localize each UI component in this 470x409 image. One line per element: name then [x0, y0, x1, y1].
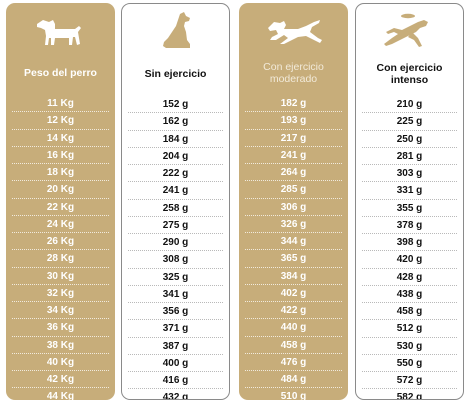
list-item: 281 g: [362, 148, 457, 165]
column-no-exercise: Sin ejercicio 152 g 162 g 184 g 204 g 22…: [121, 3, 230, 400]
list-item: 26 Kg: [12, 233, 109, 251]
list-item: 193 g: [245, 112, 342, 130]
list-item: 14 Kg: [12, 130, 109, 147]
value-list: 210 g 225 g 250 g 281 g 303 g 331 g 355 …: [362, 96, 457, 400]
column-header: Sin ejercicio: [144, 68, 207, 80]
column-header: Con ejercicio moderado: [263, 61, 324, 85]
list-item: 225 g: [362, 113, 457, 131]
list-item: 152 g: [128, 96, 223, 114]
list-item: 356 g: [128, 303, 223, 321]
list-item: 222 g: [128, 165, 223, 183]
list-item: 384 g: [245, 268, 342, 285]
list-item: 34 Kg: [12, 302, 109, 320]
list-item: 530 g: [362, 338, 457, 355]
list-item: 440 g: [245, 319, 342, 337]
list-item: 11 Kg: [12, 95, 109, 113]
list-item: 422 g: [245, 302, 342, 320]
list-item: 432 g: [162, 392, 189, 400]
list-item: 355 g: [362, 200, 457, 217]
list-item: 285 g: [245, 181, 342, 199]
list-item: 420 g: [362, 251, 457, 269]
list-item: 331 g: [362, 182, 457, 200]
list-item: 40 Kg: [12, 354, 109, 371]
list-item: 476 g: [245, 354, 342, 371]
list-item: 184 g: [128, 131, 223, 148]
list-item: 290 g: [128, 234, 223, 252]
list-item: 36 Kg: [12, 319, 109, 337]
value-list: 11 Kg 12 Kg 14 Kg 16 Kg 18 Kg 20 Kg 22 K…: [12, 95, 109, 400]
list-item: 28 Kg: [12, 250, 109, 268]
column-header: Peso del perro: [24, 67, 97, 79]
list-item: 402 g: [245, 285, 342, 302]
list-item: 400 g: [128, 355, 223, 372]
list-item: 341 g: [128, 286, 223, 303]
list-item: 416 g: [128, 372, 223, 390]
list-item: 458 g: [245, 337, 342, 354]
list-item: 264 g: [245, 164, 342, 182]
list-item: 303 g: [362, 165, 457, 183]
list-item: 30 Kg: [12, 268, 109, 285]
list-item: 326 g: [245, 216, 342, 233]
list-item: 241 g: [128, 182, 223, 200]
value-list: 152 g 162 g 184 g 204 g 222 g 241 g 258 …: [128, 96, 223, 400]
list-item: 258 g: [128, 200, 223, 217]
list-item: 308 g: [128, 251, 223, 269]
list-item: 32 Kg: [12, 285, 109, 302]
list-item: 16 Kg: [12, 147, 109, 164]
list-item: 162 g: [128, 113, 223, 131]
list-item: 512 g: [362, 320, 457, 338]
list-item: 387 g: [128, 338, 223, 355]
list-item: 582 g: [396, 392, 423, 400]
list-item: 18 Kg: [12, 164, 109, 182]
list-item: 42 Kg: [12, 371, 109, 389]
list-item: 572 g: [362, 372, 457, 390]
sitting-dog-icon: [122, 8, 229, 54]
value-list: 182 g 193 g 217 g 241 g 264 g 285 g 306 …: [245, 95, 342, 400]
column-dog-weight: Peso del perro 11 Kg 12 Kg 14 Kg 16 Kg 1…: [6, 3, 115, 400]
list-item: 204 g: [128, 148, 223, 165]
list-item: 398 g: [362, 234, 457, 252]
list-item: 241 g: [245, 147, 342, 164]
list-item: 371 g: [128, 320, 223, 338]
list-item: 306 g: [245, 199, 342, 216]
list-item: 38 Kg: [12, 337, 109, 354]
list-item: 22 Kg: [12, 199, 109, 216]
list-item: 365 g: [245, 250, 342, 268]
list-item: 458 g: [362, 303, 457, 321]
list-item: 510 g: [280, 391, 307, 400]
column-header: Con ejercicio intenso: [376, 62, 443, 86]
list-item: 24 Kg: [12, 216, 109, 233]
list-item: 12 Kg: [12, 112, 109, 130]
list-item: 275 g: [128, 217, 223, 234]
column-moderate-exercise: Con ejercicio moderado 182 g 193 g 217 g…: [239, 3, 348, 400]
list-item: 550 g: [362, 355, 457, 372]
jumping-dog-icon: [356, 8, 463, 54]
list-item: 344 g: [245, 233, 342, 251]
list-item: 44 Kg: [46, 391, 75, 400]
standing-dog-icon: [6, 7, 115, 53]
list-item: 182 g: [245, 95, 342, 113]
running-dog-icon: [239, 7, 348, 53]
list-item: 20 Kg: [12, 181, 109, 199]
column-intense-exercise: Con ejercicio intenso 210 g 225 g 250 g …: [355, 3, 464, 400]
list-item: 210 g: [362, 96, 457, 114]
list-item: 378 g: [362, 217, 457, 234]
list-item: 217 g: [245, 130, 342, 147]
list-item: 484 g: [245, 371, 342, 389]
list-item: 428 g: [362, 269, 457, 286]
list-item: 250 g: [362, 131, 457, 148]
list-item: 438 g: [362, 286, 457, 303]
list-item: 325 g: [128, 269, 223, 286]
